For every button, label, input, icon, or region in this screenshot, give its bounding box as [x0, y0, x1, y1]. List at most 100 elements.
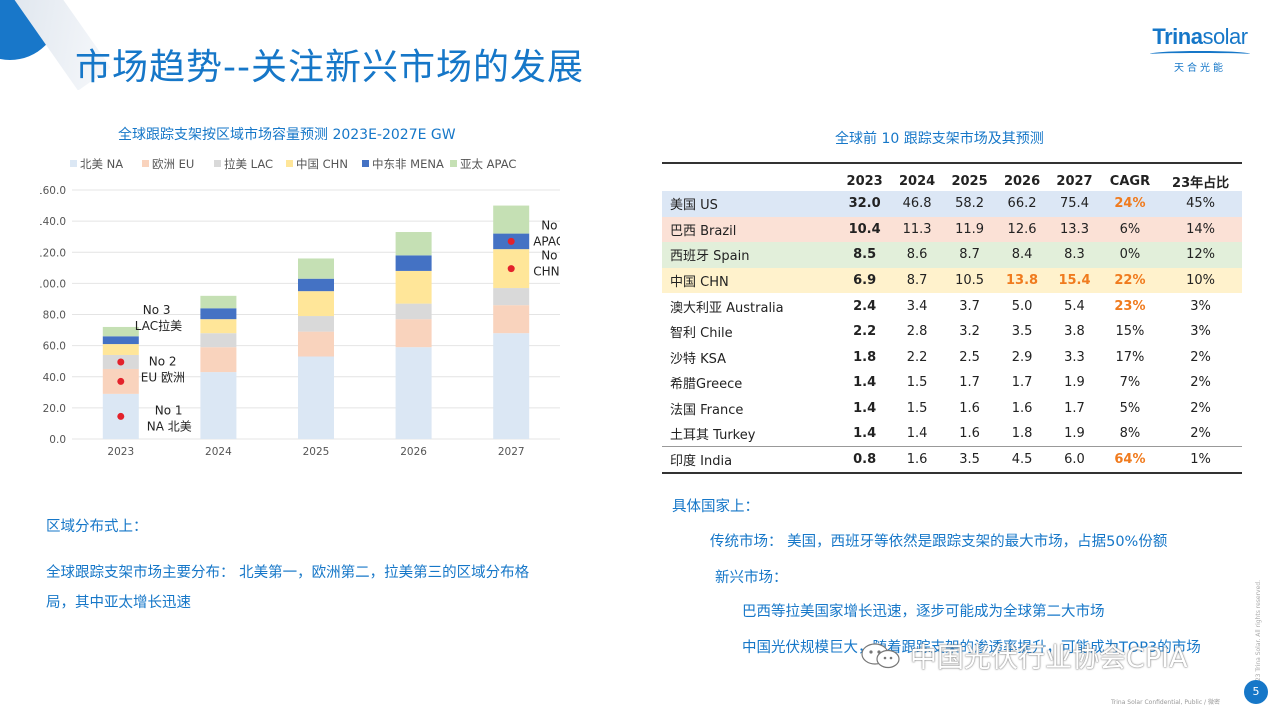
- bar-segment: [200, 308, 237, 320]
- value-cell: 32.0: [848, 196, 881, 212]
- bar-segment: [298, 291, 334, 317]
- logo-brand-bold: Trina: [1152, 24, 1203, 49]
- table-row: 沙特 KSA 1.8 2.2 2.5 2.9 3.3 17% 2%: [662, 345, 1242, 371]
- value-cell: 3.7: [959, 298, 980, 314]
- value-cell: 8.7: [906, 273, 928, 289]
- left-summary-line2: 局，其中亚太增长迅速: [46, 595, 191, 611]
- value-cell: 10.5: [955, 273, 985, 289]
- value-cell: 1.7: [1064, 401, 1085, 417]
- bar-segment: [395, 347, 432, 439]
- annotation-dot: [117, 412, 125, 420]
- table-header-cell: 2025: [943, 162, 996, 191]
- legend-label: 欧洲 EU: [152, 157, 194, 171]
- legend-label: 中东非 MENA: [372, 157, 444, 171]
- bar-segment: [395, 319, 432, 348]
- y-tick-label: 20.0: [43, 403, 66, 415]
- annotation-region: CHN 中国: [533, 264, 560, 279]
- value-cell: 2.9: [1011, 349, 1033, 365]
- value-cell: 1.5: [906, 375, 928, 391]
- value-cell: 5.0: [1011, 298, 1033, 314]
- table-header-cell: 2024: [890, 162, 944, 191]
- value-cell: 4.5: [995, 446, 1049, 474]
- legend-label: 拉美 LAC: [224, 157, 273, 171]
- bar-segment: [102, 336, 139, 345]
- annotation-region: LAC拉美: [135, 318, 182, 333]
- value-cell: 5.4: [1064, 298, 1085, 314]
- bar-segment: [298, 316, 334, 332]
- country-cell: 印度 India: [662, 446, 839, 474]
- value-cell: 75.4: [1060, 196, 1089, 212]
- table-row: 澳大利亚 Australia 2.4 3.4 3.7 5.0 5.4 23% 3%: [662, 293, 1242, 319]
- value-cell: 8.7: [959, 247, 980, 263]
- bar-segment: [493, 288, 530, 306]
- value-cell: 1.8: [1011, 426, 1033, 442]
- value-cell: 14%: [1186, 221, 1216, 237]
- market-table: 2023 2024 2025 2026 2027 CAGR 23年占比 美国 US 32.0 4…: [662, 162, 1242, 474]
- emerging-market-heading: 新兴市场：: [715, 570, 788, 586]
- country-cell: 希腊Greece: [670, 377, 743, 393]
- country-cell: 中国 CHN: [670, 275, 729, 291]
- value-cell: 2.5: [959, 349, 980, 365]
- table-header-cell: 23年占比: [1159, 162, 1242, 191]
- value-cell: 2%: [1190, 375, 1211, 391]
- table-header-row: 2023 2024 2025 2026 2027 CAGR 23年占比: [662, 162, 1242, 191]
- country-cell: 土耳其 Turkey: [670, 428, 756, 444]
- value-cell: 0%: [1119, 247, 1141, 263]
- value-cell: 6.0: [1048, 446, 1101, 474]
- value-cell: 1.8: [853, 349, 877, 365]
- table-row: 印度 India 0.8 1.6 3.5 4.5 6.0 64% 1%: [662, 446, 1242, 474]
- value-cell: 1.6: [959, 401, 980, 417]
- table-row: 土耳其 Turkey 1.4 1.4 1.6 1.8 1.9 8% 2%: [662, 421, 1242, 447]
- y-tick-label: 0.0: [49, 434, 66, 446]
- y-tick-label: 80.0: [43, 310, 66, 322]
- x-tick-label: 2027: [498, 446, 525, 458]
- table-title: 全球前 10 跟踪支架市场及其预测: [835, 131, 1044, 147]
- legend-label: 中国 CHN: [296, 157, 348, 171]
- value-cell: 6.9: [853, 273, 877, 289]
- value-cell: 1.4: [906, 426, 928, 442]
- emerging-market-note-1: 巴西等拉美国家增长迅速，逐步可能成为全球第二大市场: [742, 604, 1105, 620]
- value-cell: 64%: [1100, 446, 1160, 474]
- value-cell: 3.8: [1064, 324, 1085, 340]
- value-cell: 3.5: [943, 446, 996, 474]
- value-cell: 22%: [1114, 273, 1146, 289]
- corner-decoration: [0, 0, 120, 90]
- country-cell: 法国 France: [670, 403, 744, 419]
- table-row: 中国 CHN 6.9 8.7 10.5 13.8 15.4 22% 10%: [662, 267, 1242, 294]
- value-cell: 2%: [1190, 426, 1211, 442]
- value-cell: 1.5: [906, 401, 928, 417]
- annotation-rank: No 1: [155, 403, 183, 417]
- y-tick-label: 120.0: [40, 247, 66, 259]
- bar-segment: [395, 270, 432, 304]
- annotation-rank: No 2: [541, 249, 560, 263]
- legend-swatch: [286, 160, 293, 167]
- legend-swatch: [70, 160, 77, 167]
- table-header-cell: CAGR: [1100, 162, 1160, 191]
- value-cell: 2%: [1190, 349, 1211, 365]
- value-cell: 1.9: [1064, 426, 1085, 442]
- left-heading: 区域分布式上：: [46, 519, 148, 535]
- country-cell: 巴西 Brazil: [670, 223, 737, 239]
- legend-swatch: [214, 160, 221, 167]
- chart-title: 全球跟踪支架按区域市场容量预测 2023E-2027E GW: [118, 127, 456, 143]
- legend-label: 亚太 APAC: [460, 157, 516, 171]
- value-cell: 1.4: [853, 375, 877, 391]
- value-cell: 8.3: [1064, 247, 1085, 263]
- country-cell: 澳大利亚 Australia: [670, 300, 784, 316]
- value-cell: 6%: [1119, 221, 1141, 237]
- annotation-rank: No 2: [149, 354, 177, 368]
- value-cell: 8%: [1119, 426, 1141, 442]
- value-cell: 1.6: [1011, 401, 1033, 417]
- value-cell: 5%: [1119, 401, 1141, 417]
- stacked-bar-chart: 北美 NA 欧洲 EU 拉美 LAC 中国 CHN 中东非 MENA 亚太 APAC 0.0…: [40, 157, 560, 458]
- value-cell: 8.5: [853, 247, 877, 263]
- traditional-market-note: 传统市场： 美国，西班牙等依然是跟踪支架的最大市场，占据50%份额: [710, 534, 1168, 550]
- bar-segment: [395, 255, 432, 271]
- value-cell: 3.2: [959, 324, 980, 340]
- left-summary: 全球跟踪支架市场主要分布： 北美第一，欧洲第二，拉美第三的区域分布格 局，其中亚…: [46, 558, 606, 618]
- page-title: 市场趋势--关注新兴市场的发展: [75, 47, 584, 88]
- value-cell: 3%: [1190, 324, 1211, 340]
- bar-segment: [298, 258, 334, 279]
- table-row: 美国 US 32.0 46.8 58.2 66.2 75.4 24% 45%: [662, 191, 1242, 217]
- value-cell: 2.4: [853, 298, 877, 314]
